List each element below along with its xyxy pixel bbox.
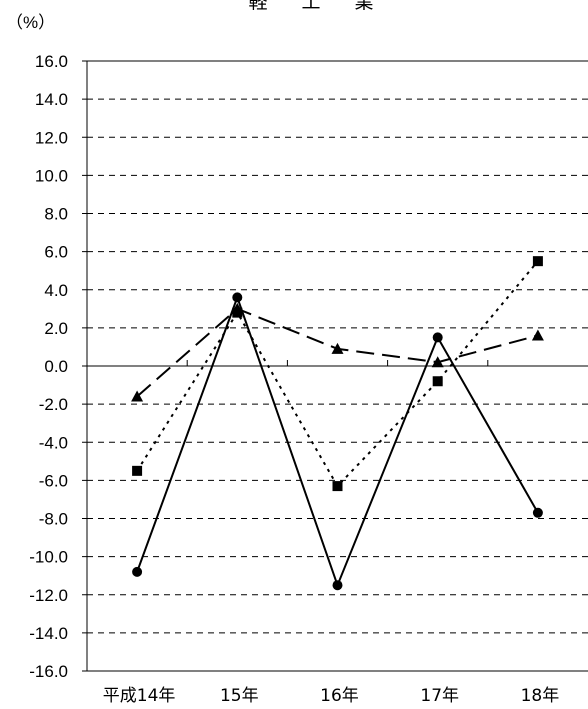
data-point-square <box>332 481 343 492</box>
y-tick-label: 14.0 <box>35 90 68 109</box>
x-tick-label: 15年 <box>220 686 259 706</box>
y-tick-label: 8.0 <box>44 205 68 224</box>
x-tick-label: 16年 <box>320 686 359 706</box>
data-point-triangle <box>131 390 144 402</box>
y-tick-label: -8.0 <box>39 510 68 529</box>
x-tick-labels: 平成14年 15年 16年 17年 18年 <box>103 686 559 706</box>
chart-title: 軽 工 業 <box>248 0 387 13</box>
series-line-2 <box>136 260 539 488</box>
data-point-triangle <box>431 356 444 368</box>
y-tick-label: 12.0 <box>35 128 68 147</box>
data-point-triangle <box>331 342 344 354</box>
y-tick-label: -14.0 <box>29 624 68 643</box>
y-tick-label: -16.0 <box>29 662 68 681</box>
data-point-circle <box>432 332 443 343</box>
y-tick-label: 0.0 <box>44 357 68 376</box>
data-point-square <box>432 376 443 387</box>
y-unit-label: （%） <box>6 13 55 32</box>
y-tick-label: 4.0 <box>44 281 68 300</box>
axes <box>82 60 489 672</box>
y-tick-label: 16.0 <box>35 52 68 71</box>
y-tick-label: -2.0 <box>39 395 68 414</box>
gridlines <box>87 60 588 672</box>
y-tick-label: 6.0 <box>44 243 68 262</box>
data-point-square <box>132 465 143 476</box>
data-point-triangle <box>231 302 244 314</box>
y-tick-label: -4.0 <box>39 433 68 452</box>
series-group <box>131 256 544 591</box>
data-point-triangle <box>531 329 544 341</box>
x-tick-label: 18年 <box>521 686 560 706</box>
y-tick-label: -6.0 <box>39 471 68 490</box>
y-tick-label: -12.0 <box>29 586 68 605</box>
data-point-square <box>532 256 543 267</box>
data-point-circle <box>232 292 243 303</box>
data-point-circle <box>132 566 143 577</box>
y-tick-label: 2.0 <box>44 319 68 338</box>
y-tick-label: -10.0 <box>29 548 68 567</box>
data-point-circle <box>532 507 543 518</box>
x-tick-label: 平成14年 <box>103 686 176 706</box>
y-tick-labels: 16.0 14.0 12.0 10.0 8.0 6.0 4.0 2.0 0.0 -2.0 -4.0 -… <box>29 52 68 681</box>
y-tick-label: 10.0 <box>35 166 68 185</box>
x-tick-label: 17年 <box>420 686 459 706</box>
data-point-circle <box>332 580 343 591</box>
series-line-1 <box>136 294 539 589</box>
